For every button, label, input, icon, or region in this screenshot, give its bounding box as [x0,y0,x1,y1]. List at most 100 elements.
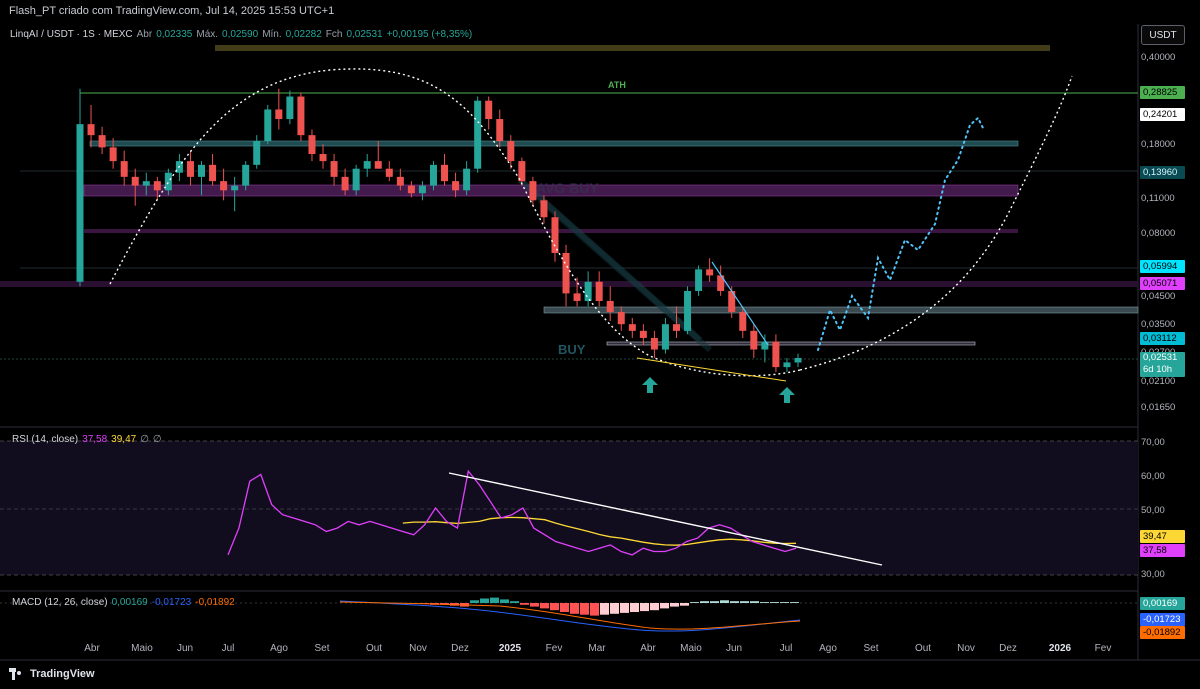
candle-down [374,161,382,169]
time-axis-label: Fev [1094,643,1112,654]
macd-histogram [420,597,799,616]
price-tag-ath: 0,28825 [1140,86,1185,99]
candle-up [584,281,592,301]
price-axis-label: 0,01650 [1141,402,1176,413]
currency-button[interactable]: USDT [1141,25,1185,45]
channel-diagonal-2 [538,197,712,353]
projected-price-path [817,116,985,351]
candle-down [518,161,526,182]
time-axis-label: Fev [545,643,563,654]
macd-signal-tag: -0,01892 [1140,626,1185,639]
candle-down [319,154,327,162]
candle-up [684,290,692,331]
macd-hist-bar [640,603,649,612]
macd-hist-bar [520,603,529,605]
macd-hist-bar [770,602,779,603]
candle-down [639,330,647,338]
price-axis-label: 0,11000 [1141,193,1175,204]
candle-down [330,161,338,177]
candle-up [474,100,482,169]
macd-hist-bar [790,602,799,603]
price-axis-label: 0,02100 [1141,376,1176,387]
macd-hist-value: 0,00169 [111,597,148,608]
time-axis-label: Dez [451,643,469,654]
macd-hist-bar [580,603,589,615]
rsi-label[interactable]: RSI (14, close) [12,434,79,445]
candle-down [628,324,636,331]
candle-up [242,164,250,186]
candle-up [695,269,703,291]
tradingview-logo[interactable]: TradingView [9,668,95,680]
candle-down [617,311,625,325]
time-axis-label: Set [314,643,330,654]
brand-name: TradingView [30,668,95,680]
candle-up [253,141,261,165]
time-axis-label: Nov [957,643,975,654]
bottom-bar [0,664,1200,689]
candle-down [485,100,493,120]
candle-down [507,141,515,162]
candle-down [540,200,548,218]
candle-down [750,330,758,350]
symbol-legend[interactable]: LinqAI / USDT · 1S · MEXC Abr 0,02335 Má… [10,27,472,41]
candle-down [87,124,95,136]
rsi-ma-tag: 39,47 [1140,530,1185,543]
time-axis-label: Out [365,643,383,654]
high-label: Máx. [196,28,219,40]
candle-down [308,135,316,155]
macd-hist-bar [750,601,759,603]
time-axis-label: Jul [779,643,793,654]
time-axis-label: Out [914,643,932,654]
candle-up [286,96,294,120]
candle-down [496,119,504,142]
candle-down [551,217,559,253]
support-line-yellow [636,357,787,382]
candle-up [142,181,150,186]
candle-down [220,181,228,191]
close-label: Fch [325,28,343,40]
rsi-ma-line [402,516,797,546]
symbol-name[interactable]: LinqAI / USDT · 1S · MEXC [10,28,133,40]
candle-down [186,161,194,177]
buy-label: BUY [558,342,586,357]
candle-down [407,185,415,194]
time-axis-label: Jun [725,643,743,654]
macd-hist-bar [530,603,539,607]
macd-label[interactable]: MACD (12, 26, close) [12,597,108,608]
zone-top-yellow [215,45,1050,51]
candle-up [463,168,471,191]
time-axis-label: Maio [131,643,153,654]
low-value: 0,02282 [285,28,322,40]
candle-down [595,281,603,301]
zone-purple-thin [84,229,1018,233]
macd-hist-tag: 0,00169 [1140,597,1185,610]
macd-hist-bar [630,603,639,612]
macd-line [339,600,801,632]
macd-hist-bar [620,603,629,613]
time-axis-label: 2025 [498,643,522,654]
candle-down [706,269,714,276]
rsi-axis-label: 70,00 [1141,437,1165,448]
rsi-axis-label: 50,00 [1141,505,1165,516]
macd-hist-bar [660,603,669,609]
rsi-downtrend-line [448,472,883,566]
zone-resistance-teal [89,140,1019,147]
time-axis-label: Maio [680,643,702,654]
time-axis-label: Set [863,643,879,654]
candle-down [396,176,404,186]
candle-up [352,168,360,191]
candle-down [341,176,349,191]
macd-legend[interactable]: MACD (12, 26, close) 0,00169 -0,01723 -0… [12,597,235,608]
rsi-band [0,441,1138,575]
macd-hist-bar [600,603,609,615]
up-arrow-buy-1 [642,377,658,393]
candle-up [76,124,84,282]
rsi-ma-value: 39,47 [111,434,137,445]
price-tag-24201: 0,24201 [1140,108,1185,121]
up-arrow-buy-2 [779,387,795,403]
candle-up [418,185,426,194]
macd-signal-line [339,601,801,630]
macd-hist-bar [480,598,489,603]
rsi-legend[interactable]: RSI (14, close) 37,58 39,47 ∅ ∅ [12,434,162,445]
